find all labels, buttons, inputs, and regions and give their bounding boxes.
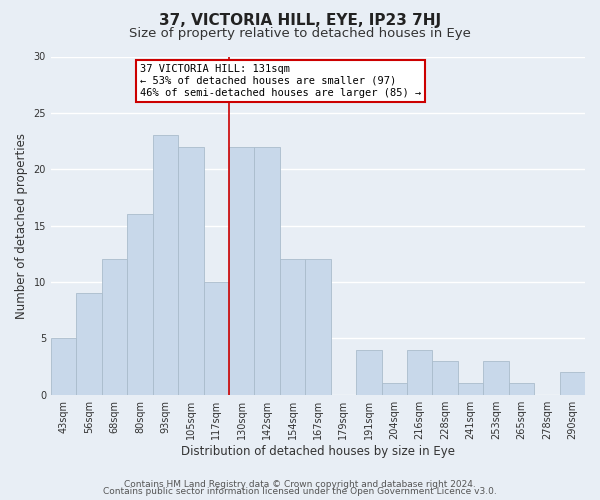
Bar [509, 384, 534, 394]
Bar [407, 350, 433, 395]
Text: Size of property relative to detached houses in Eye: Size of property relative to detached ho… [129, 28, 471, 40]
Y-axis label: Number of detached properties: Number of detached properties [15, 132, 28, 318]
Text: 37, VICTORIA HILL, EYE, IP23 7HJ: 37, VICTORIA HILL, EYE, IP23 7HJ [159, 12, 441, 28]
Bar [254, 146, 280, 394]
Text: Contains public sector information licensed under the Open Government Licence v3: Contains public sector information licen… [103, 487, 497, 496]
Bar [433, 361, 458, 394]
Bar [102, 260, 127, 394]
Bar [483, 361, 509, 394]
Bar [560, 372, 585, 394]
Bar [76, 293, 102, 394]
Text: 37 VICTORIA HILL: 131sqm
← 53% of detached houses are smaller (97)
46% of semi-d: 37 VICTORIA HILL: 131sqm ← 53% of detach… [140, 64, 421, 98]
Bar [229, 146, 254, 394]
Bar [382, 384, 407, 394]
Bar [152, 136, 178, 394]
X-axis label: Distribution of detached houses by size in Eye: Distribution of detached houses by size … [181, 444, 455, 458]
Bar [305, 260, 331, 394]
Bar [280, 260, 305, 394]
Bar [127, 214, 152, 394]
Bar [178, 146, 203, 394]
Bar [203, 282, 229, 395]
Bar [458, 384, 483, 394]
Text: Contains HM Land Registry data © Crown copyright and database right 2024.: Contains HM Land Registry data © Crown c… [124, 480, 476, 489]
Bar [356, 350, 382, 395]
Bar [51, 338, 76, 394]
